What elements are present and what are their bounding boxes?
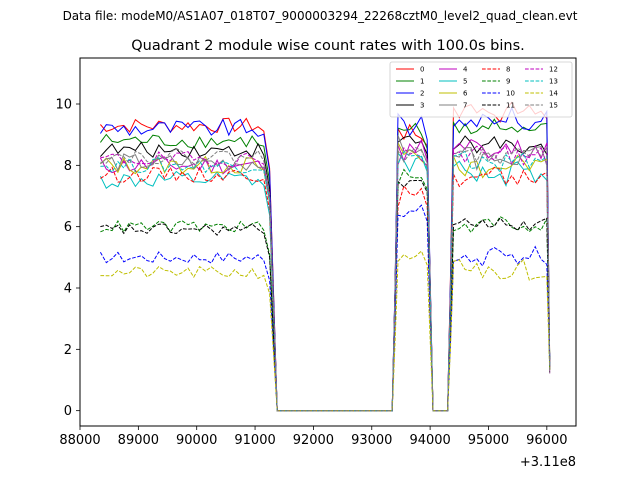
y-tick-label: 0 bbox=[64, 404, 72, 419]
plot-area bbox=[79, 57, 577, 427]
legend-label-4: 4 bbox=[463, 66, 468, 74]
legend-label-3: 3 bbox=[420, 102, 424, 110]
legend-label-8: 8 bbox=[506, 66, 510, 74]
x-tick-label: 95000 bbox=[468, 433, 509, 448]
x-axis-offset-label: +3.11e8 bbox=[520, 455, 576, 470]
legend-label-6: 6 bbox=[463, 90, 468, 98]
figure-suptitle: Data file: modeM0/AS1A07_018T07_90000032… bbox=[63, 9, 578, 23]
legend-label-14: 14 bbox=[549, 90, 558, 98]
legend-label-2: 2 bbox=[420, 90, 424, 98]
legend-label-15: 15 bbox=[549, 102, 558, 110]
series-line-15 bbox=[100, 145, 551, 412]
x-tick-label: 88000 bbox=[59, 433, 100, 448]
y-axis: 0 2 4 6 8 10 bbox=[55, 98, 80, 419]
x-tick-label: 89000 bbox=[118, 433, 159, 448]
legend-label-7: 7 bbox=[463, 102, 467, 110]
x-axis: 88000 89000 90000 91000 92000 93000 94000 95000… bbox=[59, 426, 568, 448]
x-tick-label: 93000 bbox=[351, 433, 392, 448]
axes-frame bbox=[79, 57, 577, 427]
x-tick-label: 92000 bbox=[293, 433, 334, 448]
legend-label-5: 5 bbox=[463, 78, 467, 86]
x-tick-label: 94000 bbox=[409, 433, 450, 448]
series-layer bbox=[99, 101, 551, 412]
legend-label-12: 12 bbox=[549, 66, 558, 74]
legend-label-11: 11 bbox=[506, 102, 515, 110]
y-tick-label: 2 bbox=[64, 343, 72, 358]
y-tick-label: 8 bbox=[64, 159, 72, 174]
x-tick-label: 90000 bbox=[176, 433, 217, 448]
y-tick-label: 4 bbox=[64, 282, 72, 297]
x-tick-label: 96000 bbox=[526, 433, 567, 448]
y-tick-label: 10 bbox=[55, 98, 72, 113]
legend-label-1: 1 bbox=[420, 78, 424, 86]
x-tick-label: 91000 bbox=[234, 433, 275, 448]
y-tick-label: 6 bbox=[64, 220, 72, 235]
series-line-12 bbox=[100, 145, 551, 412]
legend-box bbox=[389, 61, 573, 118]
legend-label-0: 0 bbox=[420, 66, 424, 74]
legend-label-9: 9 bbox=[506, 78, 510, 86]
legend-label-10: 10 bbox=[506, 90, 515, 98]
chart-title: Quadrant 2 module wise count rates with … bbox=[131, 38, 525, 54]
legend-label-13: 13 bbox=[549, 78, 558, 86]
